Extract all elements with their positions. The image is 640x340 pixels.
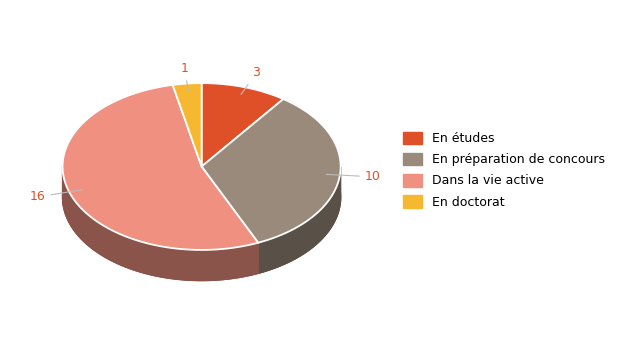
- Polygon shape: [202, 99, 340, 243]
- Legend: En études, En préparation de concours, Dans la vie active, En doctorat: En études, En préparation de concours, D…: [403, 132, 605, 208]
- Text: 1: 1: [180, 62, 188, 91]
- Text: 3: 3: [241, 66, 260, 95]
- Polygon shape: [63, 167, 258, 280]
- Text: 16: 16: [30, 190, 83, 203]
- Polygon shape: [258, 167, 340, 273]
- Polygon shape: [202, 83, 284, 167]
- Polygon shape: [63, 85, 258, 250]
- Polygon shape: [63, 114, 340, 280]
- Text: 10: 10: [326, 170, 381, 183]
- Polygon shape: [173, 83, 202, 167]
